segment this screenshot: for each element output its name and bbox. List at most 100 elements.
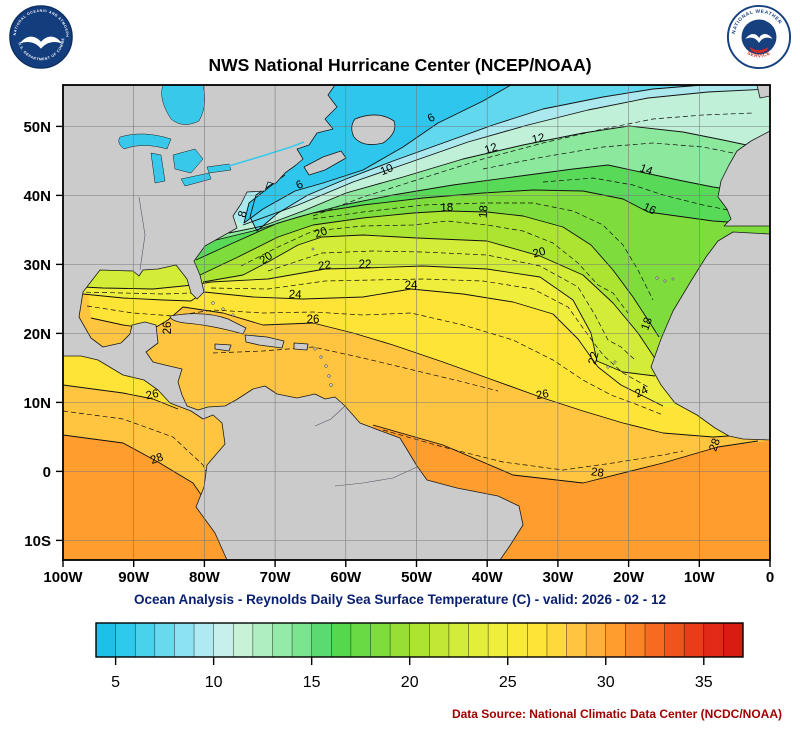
contour-label: 6 xyxy=(426,112,438,126)
colorbar-segment xyxy=(233,623,254,657)
land-iberia xyxy=(717,130,771,227)
island-puerto-rico xyxy=(293,342,309,351)
island-cuba xyxy=(169,313,247,335)
colorbar-tick-label: 25 xyxy=(499,674,517,691)
contour-label: 14 xyxy=(638,162,655,178)
lake-superior xyxy=(118,133,172,150)
contour-label: 22 xyxy=(359,259,372,271)
noaa-logo-disc xyxy=(9,5,73,69)
lon-label: 20W xyxy=(613,569,645,586)
colorbar-tick-label: 35 xyxy=(695,674,713,691)
lake-erie xyxy=(180,172,212,187)
isotherm-17-dashed xyxy=(312,202,654,301)
colorbar-segment xyxy=(115,623,136,657)
isotherm-16 xyxy=(195,189,744,261)
lake-ontario xyxy=(206,163,232,174)
lon-label: 30W xyxy=(542,569,574,586)
contour-label: 24 xyxy=(405,280,418,292)
island-dot xyxy=(329,383,333,387)
lat-label: 20N xyxy=(23,326,51,343)
island-hispaniola xyxy=(244,334,285,349)
grid-layer xyxy=(63,85,770,560)
contour-label: 20 xyxy=(531,246,546,261)
contour-label: 18 xyxy=(440,202,453,215)
contour-label: 24 xyxy=(288,289,302,302)
island-dot xyxy=(671,277,675,281)
island-jamaica xyxy=(214,343,232,352)
lat-label: 10N xyxy=(23,395,51,412)
island-dot xyxy=(311,247,315,251)
island-dot xyxy=(606,365,610,369)
noaa-logo: NATIONAL OCEANIC AND ATMOSPHERIC ADMINIS… xyxy=(8,4,73,69)
hudson-bay xyxy=(161,84,206,125)
page-title: NWS National Hurricane Center (NCEP/NOAA… xyxy=(208,55,592,75)
lon-label: 40W xyxy=(472,569,504,586)
colorbar-segment xyxy=(429,623,450,657)
colorbar-segment xyxy=(252,623,273,657)
landmasses xyxy=(62,84,771,561)
lat-label: 10S xyxy=(24,533,51,550)
map-caption: Ocean Analysis - Reynolds Daily Sea Surf… xyxy=(134,592,666,607)
colorbar-segment xyxy=(154,623,175,657)
lon-label: 70W xyxy=(260,569,292,586)
island-dot xyxy=(221,307,225,311)
isotherm-11-dashed xyxy=(312,112,754,217)
contour-label: 8 xyxy=(236,210,249,219)
colorbar-tick-label: 30 xyxy=(597,674,615,691)
colorbar-segment xyxy=(625,623,646,657)
colorbar-segment xyxy=(684,623,705,657)
isotherm-26-pacific xyxy=(62,384,179,410)
isotherm-15-dashed xyxy=(542,177,744,214)
colorbar-segment xyxy=(194,623,215,657)
lat-label: 0 xyxy=(43,464,51,481)
contour-label: 26 xyxy=(307,314,320,326)
colorbar-segment xyxy=(311,623,332,657)
colorbar-segment xyxy=(644,623,665,657)
isotherm-28-atlantic xyxy=(372,424,759,484)
island-dot xyxy=(231,313,235,317)
isotherm-23-gulf-dashed xyxy=(77,291,192,295)
contour-label: 22 xyxy=(317,259,331,273)
lon-label: 100W xyxy=(43,569,83,586)
lakes xyxy=(118,84,305,187)
island-dot xyxy=(319,355,323,359)
red-stripe xyxy=(749,46,769,54)
mississippi-river xyxy=(138,196,146,271)
isotherm-27-south-dashed xyxy=(382,429,684,471)
contour-label: 24 xyxy=(633,384,650,401)
isotherm-6 xyxy=(243,84,512,224)
seagull-icon xyxy=(19,36,63,49)
lat-label: 30N xyxy=(23,257,51,274)
colorbar-segment xyxy=(213,623,234,657)
isotherm-26 xyxy=(90,306,744,438)
lat-label: 40N xyxy=(23,188,51,205)
contour-label: 16 xyxy=(641,201,658,217)
nws-logo-disc xyxy=(741,19,777,55)
island-newfoundland xyxy=(351,114,396,145)
contour-label: 18 xyxy=(477,205,490,219)
colorbar-segment xyxy=(507,623,528,657)
colorbar-axis: 5 10 15 20 25 30 35 xyxy=(111,657,713,691)
seagull-icon xyxy=(745,34,773,43)
lake-michigan xyxy=(150,152,166,184)
rivers xyxy=(138,196,418,487)
colorbar-segment xyxy=(331,623,352,657)
isotherm-23-dashed xyxy=(210,278,649,388)
contour-label: 22 xyxy=(587,350,602,365)
colorbar-segments xyxy=(95,623,744,657)
axes-layer: 50N 40N 30N 20N 10N 0 10S 100W 90W 80W 70W 60W 50W 40… xyxy=(23,119,774,586)
island-dot xyxy=(613,360,617,364)
isotherm-27-caribbean-dashed xyxy=(212,346,499,392)
colorbar-tick-label: 15 xyxy=(303,674,321,691)
contour-label: 28 xyxy=(590,466,604,480)
isotherm-20 xyxy=(202,234,672,386)
lon-label: 0 xyxy=(766,569,774,586)
nws-logo: NATIONAL WEATHER SERVICE xyxy=(726,4,792,70)
colorbar-segment xyxy=(723,623,744,657)
colorbar-segment xyxy=(135,623,156,657)
isotherm-19-dashed xyxy=(240,220,629,314)
contour-label: 28 xyxy=(707,437,723,453)
colorbar-segment xyxy=(350,623,371,657)
isotherm-12 xyxy=(228,125,771,234)
sst-band-pacific-north26 xyxy=(63,356,178,409)
